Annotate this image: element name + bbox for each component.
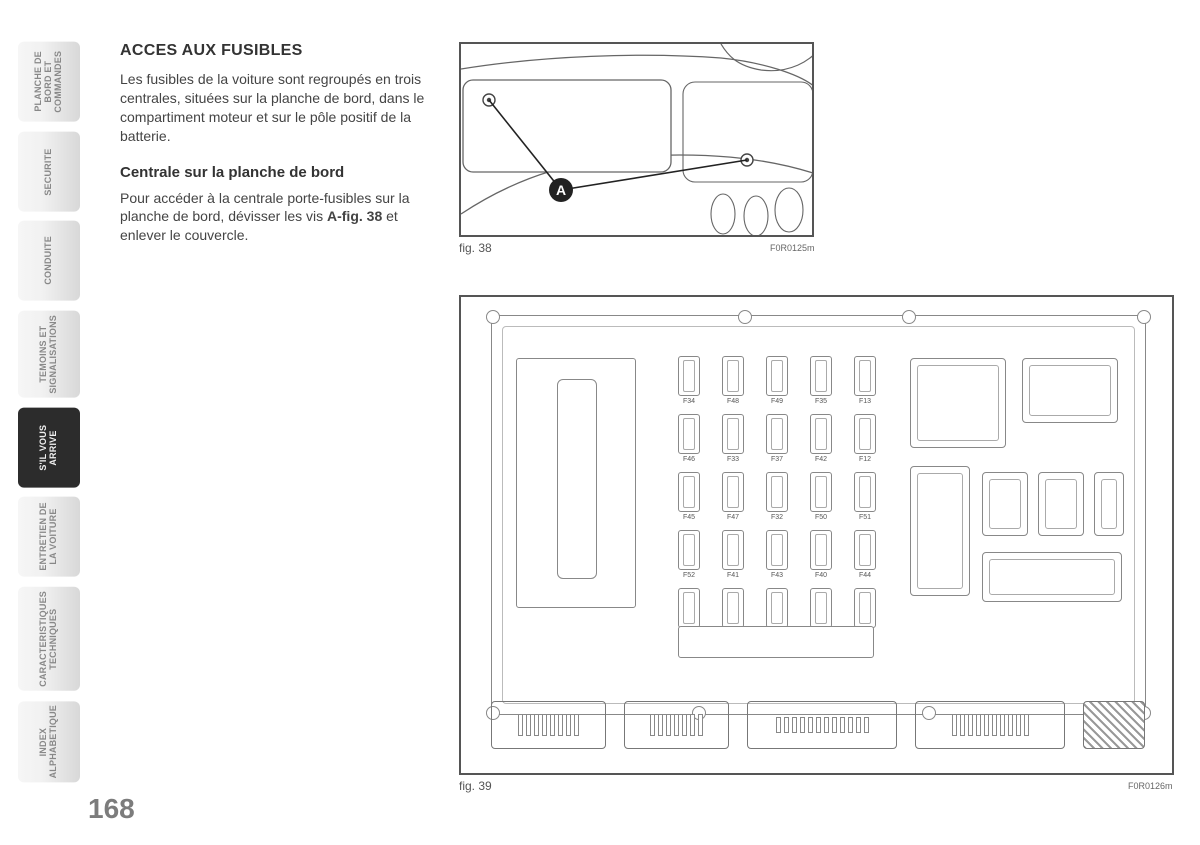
callout-a: A [556,182,566,198]
fuse-f43: F43 [760,530,794,582]
fig39-caption: fig. 39 [459,779,492,793]
connector-hatched [1083,701,1145,749]
fuse-f44: F44 [848,530,882,582]
heading-acces-fusibles: ACCES AUX FUSIBLES [120,42,440,60]
fig38-caption: fig. 38 [459,241,492,255]
fuse-f49: F49 [760,356,794,408]
fuse-f32: F32 [760,472,794,524]
fuse-f13: F13 [848,356,882,408]
content-column: ACCES AUX FUSIBLES Les fusibles de la vo… [120,42,440,263]
fuse-grid: F34 F48 F49 F35 F13 F46 F33 F37 F42 F12 F45 F47 F32 F… [672,356,882,640]
tab-planche-de-bord[interactable]: PLANCHE DEBORD ETCOMMANDES [18,42,80,122]
connector-3 [747,701,897,749]
fuse-f37: F37 [760,414,794,466]
panel-below-grid [678,626,874,658]
figure-39: F34 F48 F49 F35 F13 F46 F33 F37 F42 F12 F45 F47 F32 F… [459,295,1174,775]
relay-top-right [1022,358,1118,423]
connector-4 [915,701,1065,749]
fig39-code: F0R0126m [1128,781,1173,791]
sidebar-tabs: PLANCHE DEBORD ETCOMMANDES SECURITE COND… [18,42,80,782]
tab-index[interactable]: INDEXALPHABETIQUE [18,701,80,782]
fuse-f40: F40 [804,530,838,582]
tab-caracteristiques[interactable]: CARACTERISTIQUESTECHNIQUES [18,587,80,691]
fusebox-outline: F34 F48 F49 F35 F13 F46 F33 F37 F42 F12 F45 F47 F32 F… [491,315,1146,715]
tab-sil-vous-arrive[interactable]: S'IL VOUSARRIVE [18,408,80,488]
relay-small-1 [982,472,1028,536]
fuse-f42: F42 [804,414,838,466]
fuse-f33: F33 [716,414,750,466]
subheading-centrale: Centrale sur la planche de bord [120,164,440,181]
fuse-f41: F41 [716,530,750,582]
fuse-f50: F50 [804,472,838,524]
relay-mid-left [910,466,970,596]
figure-38: A [459,42,814,237]
relay-small-3 [1094,472,1124,536]
fig38-code: F0R0125m [770,243,815,253]
tab-conduite[interactable]: CONDUITE [18,221,80,301]
fuse-f34: F34 [672,356,706,408]
relay-small-2 [1038,472,1084,536]
tab-temoins[interactable]: TEMOINS ETSIGNALISATIONS [18,311,80,398]
fuse-f46: F46 [672,414,706,466]
paragraph-instructions: Pour accéder à la centrale porte-fusible… [120,189,440,246]
fuse-f51: F51 [848,472,882,524]
panel-left [516,358,636,608]
fuse-f12: F12 [848,414,882,466]
relay-large-top [910,358,1006,448]
page-number: 168 [88,793,135,825]
relay-bottom-strip [982,552,1122,602]
paragraph-intro: Les fusibles de la voiture sont regroupé… [120,70,440,146]
fig38-drawing: A [461,44,814,237]
tab-entretien[interactable]: ENTRETIEN DELA VOITURE [18,497,80,577]
fuse-f35: F35 [804,356,838,408]
connector-row [491,695,1146,755]
fuse-f52: F52 [672,530,706,582]
connector-2 [624,701,729,749]
connector-1 [491,701,606,749]
fuse-f47: F47 [716,472,750,524]
fuse-f48: F48 [716,356,750,408]
fuse-f45: F45 [672,472,706,524]
tab-securite[interactable]: SECURITE [18,132,80,212]
